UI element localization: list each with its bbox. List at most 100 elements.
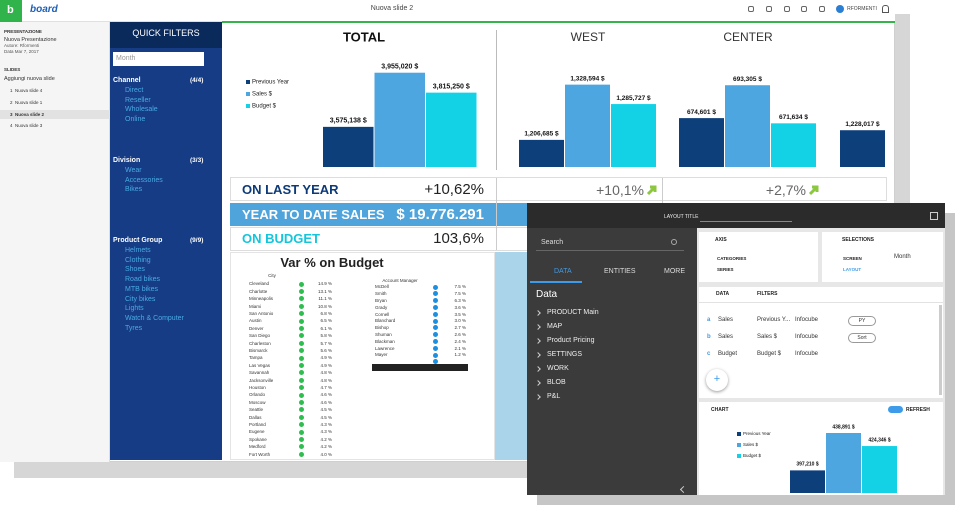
data-item: P&L: [547, 392, 561, 400]
kpi-value: +2,7%: [765, 181, 806, 198]
city-name: Dallas: [249, 414, 262, 420]
add-button[interactable]: [706, 369, 728, 391]
bar-label: 424,346 $: [868, 437, 890, 443]
filter-group: Product Group: [113, 236, 163, 244]
data-item: SETTINGS: [547, 350, 583, 358]
bar-label: 671,634 $: [779, 114, 808, 121]
city-value: 4.0 %: [320, 451, 332, 457]
status-dot: [299, 348, 304, 354]
bar-label: 3,955,020 $: [381, 64, 418, 71]
city-value: 4.3 %: [320, 421, 332, 427]
city-name: Miami: [249, 303, 261, 309]
city-value: 14.9 %: [317, 281, 332, 287]
row-key: b: [707, 334, 711, 341]
city-value: 10.8 %: [317, 303, 332, 309]
status-dot: [299, 414, 304, 420]
city-value: 4.6 %: [320, 399, 332, 405]
filter-item: Wholesale: [125, 106, 158, 114]
city-value: 5.6 %: [320, 347, 332, 353]
table-area: [230, 252, 495, 460]
status-dot: [299, 288, 304, 294]
author: Autore: Rformenti: [4, 43, 40, 49]
data-item: Product Pricing: [547, 336, 595, 344]
city-name: Las Vegas: [249, 362, 271, 368]
tag-pill[interactable]: [848, 333, 876, 343]
panel-tab: ENTITIES: [604, 267, 636, 275]
slide-name: Nuova slide 3: [15, 123, 43, 129]
data-tab: DATA: [716, 291, 730, 297]
status-dot: [299, 399, 304, 405]
city-name: San Diego: [249, 333, 271, 339]
month-dropdown[interactable]: [113, 52, 204, 66]
toolbar-icon: [784, 6, 790, 12]
layout-icon: [930, 212, 938, 220]
bar-label: 674,601 $: [687, 109, 716, 116]
data-title: Data: [536, 289, 558, 300]
toolbar-icon: [766, 6, 772, 12]
city-value: 4.2 %: [320, 444, 332, 450]
city-name: Houston: [249, 384, 266, 390]
filter-item: Helmets: [125, 246, 151, 254]
status-dot: [299, 444, 304, 450]
title-input[interactable]: [700, 221, 792, 222]
user-icon: [882, 5, 889, 13]
bar: [862, 446, 897, 493]
city-value: 4.9 %: [320, 362, 332, 368]
legend-swatch: [246, 92, 250, 96]
tag-pill[interactable]: [848, 316, 876, 326]
chart-title: CENTER: [723, 30, 773, 44]
bar-label: 3,815,250 $: [433, 83, 470, 90]
kpi-value: +10,1%: [596, 181, 644, 198]
row-label: Previous Y...: [757, 317, 791, 324]
axis-item: CATEGORIES: [717, 256, 747, 262]
data-item: WORK: [547, 364, 569, 372]
city-value: 4.5 %: [320, 407, 332, 413]
chart-divider: [496, 30, 497, 170]
kpi-value: +10,62%: [424, 181, 484, 198]
city-value: 6.8 %: [320, 310, 332, 316]
slide-name: Nuova slide 2: [15, 111, 45, 117]
manager-value: 3.7: [459, 359, 466, 365]
status-dot: [433, 359, 438, 365]
legend-label: Previous Year: [252, 80, 289, 86]
slide-title: Nuova slide 2: [370, 4, 414, 12]
legend-label: Sales $: [252, 92, 273, 98]
legend-label: Budget $: [743, 453, 762, 458]
axis-item: SERIES: [717, 267, 734, 273]
manager-value: 2.6 %: [454, 331, 466, 337]
status-dot: [299, 311, 304, 317]
status-dot: [299, 281, 304, 287]
legend-swatch: [737, 454, 741, 458]
bar-label: 1,285,727 $: [616, 95, 651, 102]
status-dot: [433, 338, 438, 344]
city-name: Denver: [249, 325, 264, 331]
data-tabs-line: [699, 302, 943, 303]
row-cube: Infocube: [795, 351, 819, 358]
bar: [323, 126, 374, 167]
manager-name: Shuman: [375, 331, 392, 337]
status-dot: [299, 436, 304, 442]
logo-square: [0, 0, 22, 22]
city-name: Orlando: [249, 392, 266, 398]
presentation-name: Nuova Presentazione: [4, 36, 57, 43]
city-name: Charleston: [249, 340, 271, 346]
bar: [826, 432, 861, 493]
data-tab: FILTERS: [757, 291, 778, 297]
status-dot: [299, 451, 304, 457]
city-name: San Antonio: [249, 310, 274, 316]
filter-item: Direct: [125, 86, 144, 94]
slide-name: Nuova slide 1: [15, 100, 43, 105]
slide-name: Nuova slide 4: [15, 88, 43, 94]
status-dot: [299, 318, 304, 324]
slides-label: SLIDES: [4, 67, 21, 73]
status-dot: [433, 284, 438, 290]
filters-panel: [110, 48, 222, 460]
filters-header: [110, 22, 222, 48]
refresh-toggle[interactable]: [888, 406, 903, 413]
filter-item: Tyres: [125, 324, 143, 332]
column-header: Account Manager: [382, 278, 418, 284]
status-dot: [433, 304, 438, 310]
filter-item: Clothing: [125, 256, 151, 264]
manager-value: 1.2 %: [454, 352, 466, 358]
